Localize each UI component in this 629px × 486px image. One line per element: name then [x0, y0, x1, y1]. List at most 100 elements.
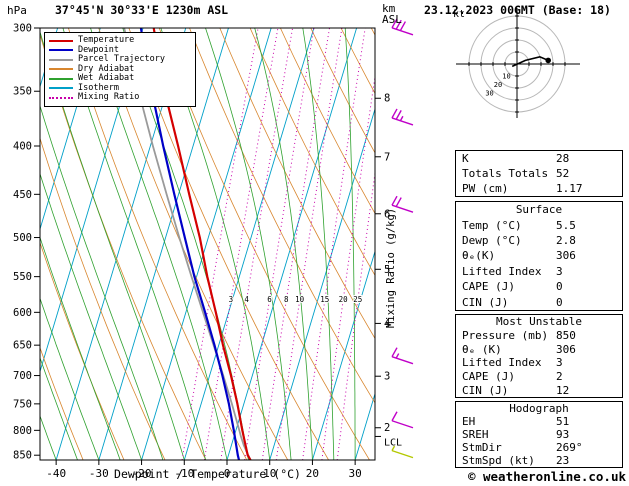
legend-label: Dry Adiabat: [78, 63, 135, 74]
wet-adiabat-line: [205, 28, 292, 460]
stat-value: 93: [556, 428, 570, 441]
barb-staff: [391, 27, 414, 36]
legend-swatch-isotherm: [49, 87, 73, 90]
dry-adiabat-line: [98, 28, 289, 460]
barb-full: [391, 108, 398, 119]
stat-value: 5.5: [556, 218, 576, 232]
legend: Temperature Dewpoint Parcel Trajectory Dry …: [44, 32, 196, 107]
stat-label: θₑ (K): [462, 342, 502, 356]
dry-adiabat-line: [40, 241, 125, 460]
stat-value: 3: [556, 356, 563, 370]
wet-adiabat-line: [254, 28, 313, 460]
stat-label: K: [462, 152, 469, 165]
isotherm-line: [141, 28, 272, 460]
barb-full: [391, 411, 398, 422]
table-row: PW (cm) 1.17: [456, 181, 622, 196]
mixing-ratio-axis-label: Mixing Ratio (g/kg): [385, 207, 397, 328]
copyright: © weatheronline.co.uk: [467, 469, 626, 484]
mixing-ratio-line: [275, 28, 343, 460]
barb-half: [395, 353, 400, 359]
dry-adiabat-line: [40, 346, 84, 460]
stat-value: 52: [556, 167, 570, 180]
legend-label: Wet Adiabat: [78, 73, 135, 84]
legend-label: Mixing Ratio: [78, 92, 140, 103]
pressure-tick-label: 550: [13, 271, 32, 283]
wet-adiabat-line: [90, 28, 228, 460]
stat-label: Dewp (°C): [462, 234, 522, 248]
table-header: Hodograph: [509, 402, 569, 415]
lcl-label: LCL: [384, 437, 402, 448]
stat-label: EH: [462, 415, 476, 428]
stat-label: CAPE (J): [462, 370, 515, 384]
temperature-line: [152, 28, 252, 460]
legend-item: Mixing Ratio: [49, 93, 191, 103]
wet-adiabat-line: [302, 28, 335, 460]
hodograph-ring-label: 30: [485, 89, 493, 97]
wet-adiabat-line: [40, 356, 78, 460]
altitude-tick-label: 3: [384, 371, 390, 383]
table-header: Most Unstable: [495, 315, 583, 329]
skewt-plot: 3 4 6 8 10 15 20 253003504004505005506006507007…: [13, 18, 414, 480]
isotherm-line: [311, 249, 375, 460]
table-row: CAPE (J) 0: [456, 279, 622, 294]
wet-adiabat-line: [40, 172, 142, 460]
wind-barb: [391, 108, 414, 126]
wet-adiabat-line: [40, 104, 164, 460]
stat-label: CIN (J): [462, 383, 509, 397]
stat-value: 28: [556, 152, 570, 165]
barb-full: [395, 197, 402, 207]
legend-item: Dewpoint: [49, 45, 191, 56]
isotherm-line: [183, 28, 315, 460]
stat-value: 0: [556, 280, 563, 294]
mixing-ratio-value-label: 20: [339, 295, 349, 304]
barb-half: [399, 115, 404, 122]
dry-adiabat-line: [40, 33, 207, 460]
barb-staff: [391, 117, 414, 126]
pressure-tick-label: 850: [13, 450, 32, 462]
stat-value: 23: [556, 454, 570, 467]
stat-value: 306: [556, 342, 576, 356]
barb-full: [391, 18, 398, 29]
mixing-ratio-line: [261, 28, 330, 460]
barb-full: [391, 347, 398, 358]
table-row: Dewp (°C) 2.8: [456, 233, 622, 248]
table-row: Pressure (mb) 850: [456, 329, 622, 343]
stat-value: 12: [556, 383, 570, 397]
pressure-axis-unit: hPa: [7, 4, 27, 17]
hodograph-ring-label: 20: [494, 81, 502, 89]
table-row: SREH 93: [456, 428, 622, 441]
stat-label: Pressure (mb): [462, 329, 549, 342]
temperature-tick-label: -20: [132, 467, 152, 480]
stat-value: 3: [556, 264, 563, 278]
stat-label: CIN (J): [462, 295, 509, 309]
legend-item: Temperature: [49, 36, 191, 46]
barb-staff: [391, 449, 414, 459]
legend-item: Isotherm: [49, 83, 191, 94]
wet-adiabat-line: [40, 297, 100, 460]
mixing-ratio-line: [220, 28, 294, 460]
stat-value: 1.17: [556, 182, 583, 195]
legend-item: Dry Adiabat: [49, 63, 191, 75]
table-row: θₑ (K) 306: [456, 342, 622, 356]
wind-barbs: [391, 18, 414, 459]
stat-value: 2.8: [556, 234, 576, 248]
table-row: EH 51: [456, 415, 622, 428]
mixing-ratio-line: [203, 28, 279, 460]
barb-full: [395, 110, 402, 120]
wind-barb: [391, 411, 414, 429]
altitude-tick-label: 8: [384, 93, 390, 105]
stat-label: SREH: [462, 428, 489, 441]
dry-adiabat-line: [249, 28, 375, 277]
mixing-ratio-value-label: 8: [284, 295, 289, 304]
table-row: K 28: [456, 151, 622, 166]
dry-adiabat-line: [189, 28, 375, 404]
stats-table-surface: Surface Temp (°C) 5.5 Dewp (°C) 2.8 θₑ(K) 306 L…: [455, 201, 623, 311]
mixing-ratio-value-label: 6: [267, 295, 272, 304]
wet-adiabat-line: [40, 236, 121, 460]
stat-value: 2: [556, 370, 563, 384]
stat-value: 269°: [556, 441, 583, 454]
wet-adiabat-line: [160, 28, 271, 460]
legend-swatch-mixing-ratio: [49, 96, 73, 99]
isotherm-line: [269, 107, 375, 460]
